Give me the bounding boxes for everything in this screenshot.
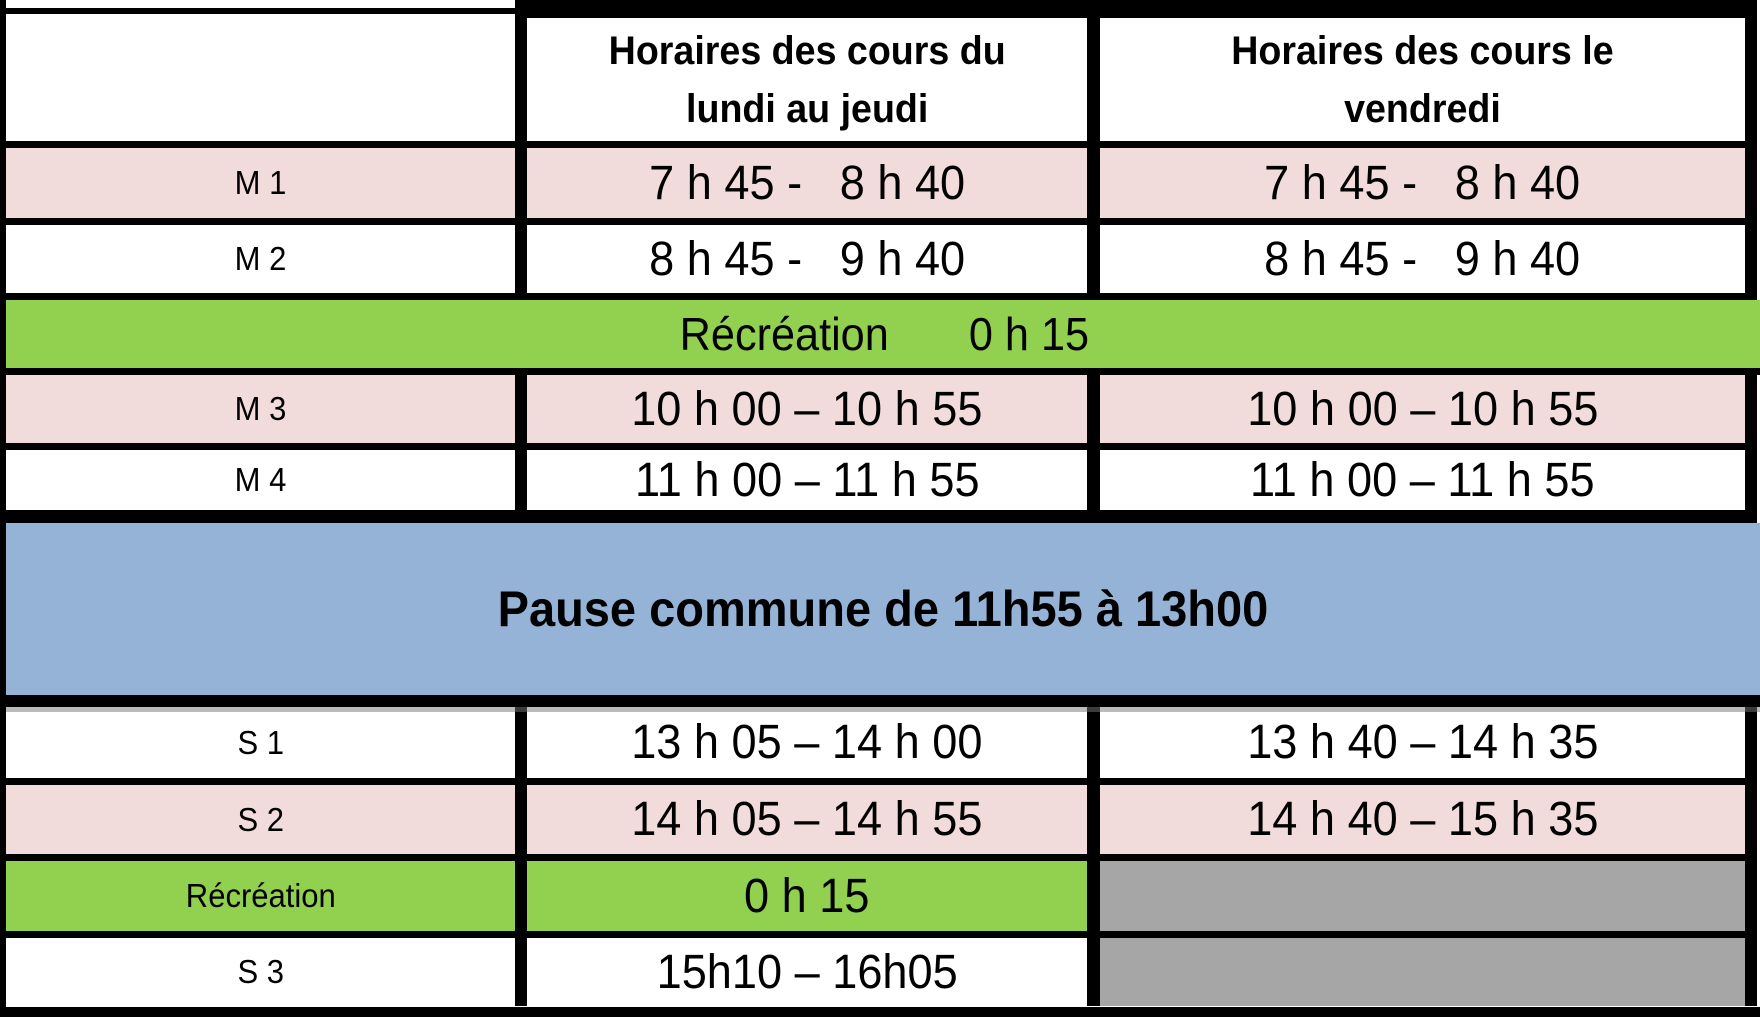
recreation-morning-duration: 0 h 15: [969, 308, 1090, 360]
recreation-afternoon-vendredi-empty-cell: [1100, 861, 1757, 938]
s1-vendredi-time: 13 h 40 – 14 h 35: [1246, 716, 1599, 769]
row-s2: S 2 14 h 05 – 14 h 55 14 h 40 – 15 h 35: [6, 785, 1760, 861]
m4-vendredi-cell: 11 h 00 – 11 h 55: [1100, 450, 1757, 523]
row-m3: M 3 10 h 00 – 10 h 55 10 h 00 – 10 h 55: [6, 375, 1760, 450]
row-m1: M 1 7 h 45 - 8 h 40 7 h 45 - 8 h 40: [6, 148, 1760, 225]
s3-lundi-jeudi-cell: 15h10 – 16h05: [515, 938, 1100, 1006]
recreation-afternoon-label-cell: Récréation: [6, 861, 515, 938]
m4-lundi-jeudi-time: 11 h 00 – 11 h 55: [634, 453, 980, 507]
s2-label: S 2: [237, 800, 284, 838]
m1-label: M 1: [234, 164, 287, 201]
m1-lundi-jeudi-time: 7 h 45 - 8 h 40: [648, 156, 966, 210]
s1-label-cell: S 1: [6, 707, 515, 785]
m2-vendredi-time: 8 h 45 - 9 h 40: [1264, 232, 1581, 286]
s1-lundi-jeudi-time: 13 h 05 – 14 h 00: [631, 716, 983, 769]
s3-label-cell: S 3: [6, 938, 515, 1006]
m4-label-cell: M 4: [6, 450, 515, 523]
s2-lundi-jeudi-time: 14 h 05 – 14 h 55: [631, 793, 983, 846]
row-recreation-afternoon: Récréation 0 h 15: [6, 861, 1760, 938]
row-s3: S 3 15h10 – 16h05: [6, 938, 1760, 1006]
m1-lundi-jeudi-cell: 7 h 45 - 8 h 40: [515, 148, 1100, 225]
m2-lundi-jeudi-cell: 8 h 45 - 9 h 40: [515, 225, 1100, 300]
m3-lundi-jeudi-time: 10 h 00 – 10 h 55: [631, 382, 983, 436]
pause-commune-text: Pause commune de 11h55 à 13h00: [497, 581, 1269, 637]
s2-vendredi-time: 14 h 40 – 15 h 35: [1246, 793, 1599, 846]
recreation-afternoon-duration: 0 h 15: [744, 869, 870, 923]
s1-vendredi-cell: 13 h 40 – 14 h 35: [1100, 707, 1757, 785]
row-m2: M 2 8 h 45 - 9 h 40 8 h 45 - 9 h 40: [6, 225, 1760, 300]
recreation-afternoon-duration-cell: 0 h 15: [515, 861, 1100, 938]
m1-vendredi-time: 7 h 45 - 8 h 40: [1264, 156, 1581, 210]
m4-vendredi-time: 11 h 00 – 11 h 55: [1250, 453, 1595, 507]
m3-vendredi-time: 10 h 00 – 10 h 55: [1246, 382, 1599, 436]
header-vendredi-text: Horaires des cours le vendredi: [1231, 28, 1614, 131]
s3-lundi-jeudi-time: 15h10 – 16h05: [656, 945, 958, 999]
recreation-morning-band: Récréation 0 h 15: [6, 300, 1760, 375]
m2-label: M 2: [234, 240, 287, 277]
m2-lundi-jeudi-time: 8 h 45 - 9 h 40: [648, 232, 966, 286]
recreation-morning-label: Récréation: [679, 308, 889, 360]
m1-label-cell: M 1: [6, 148, 515, 225]
header-vendredi-cell: Horaires des cours le vendredi: [1100, 0, 1757, 148]
s2-label-cell: S 2: [6, 785, 515, 861]
m3-label: M 3: [234, 390, 287, 427]
m1-vendredi-cell: 7 h 45 - 8 h 40: [1100, 148, 1757, 225]
s2-lundi-jeudi-cell: 14 h 05 – 14 h 55: [515, 785, 1100, 861]
m4-lundi-jeudi-cell: 11 h 00 – 11 h 55: [515, 450, 1100, 523]
s3-vendredi-empty-cell: [1100, 938, 1757, 1006]
m2-vendredi-cell: 8 h 45 - 9 h 40: [1100, 225, 1757, 300]
header-lundi-jeudi-text: Horaires des cours du lundi au jeudi: [608, 28, 1006, 131]
s1-lundi-jeudi-cell: 13 h 05 – 14 h 00: [515, 707, 1100, 785]
header-empty-cell: [6, 8, 515, 148]
m2-label-cell: M 2: [6, 225, 515, 300]
s1-label: S 1: [237, 723, 284, 761]
header-lundi-jeudi-cell: Horaires des cours du lundi au jeudi: [515, 0, 1100, 148]
m4-label: M 4: [234, 461, 287, 498]
header-row: Horaires des cours du lundi au jeudi Hor…: [6, 0, 1760, 148]
m3-vendredi-cell: 10 h 00 – 10 h 55: [1100, 375, 1757, 450]
row-m4: M 4 11 h 00 – 11 h 55 11 h 00 – 11 h 55: [6, 450, 1760, 523]
row-s1: S 1 13 h 05 – 14 h 00 13 h 40 – 14 h 35: [6, 707, 1760, 785]
s2-vendredi-cell: 14 h 40 – 15 h 35: [1100, 785, 1757, 861]
s3-label: S 3: [237, 953, 284, 990]
pause-commune-band: Pause commune de 11h55 à 13h00: [6, 523, 1760, 707]
m3-lundi-jeudi-cell: 10 h 00 – 10 h 55: [515, 375, 1100, 450]
m3-label-cell: M 3: [6, 375, 515, 450]
recreation-afternoon-label: Récréation: [185, 877, 336, 914]
